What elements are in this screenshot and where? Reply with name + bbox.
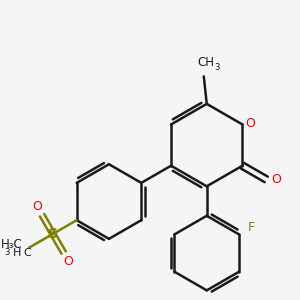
Text: O: O [32,200,42,213]
Text: 3: 3 [214,63,219,72]
Text: S: S [48,227,58,241]
Text: O: O [64,255,74,268]
Text: H₃C: H₃C [1,238,22,251]
Text: CH: CH [197,56,214,69]
Text: O: O [271,173,281,186]
Text: H: H [13,248,22,258]
Text: F: F [248,221,254,234]
Text: C: C [23,248,31,258]
Text: O: O [245,117,255,130]
Text: 3: 3 [5,248,10,257]
